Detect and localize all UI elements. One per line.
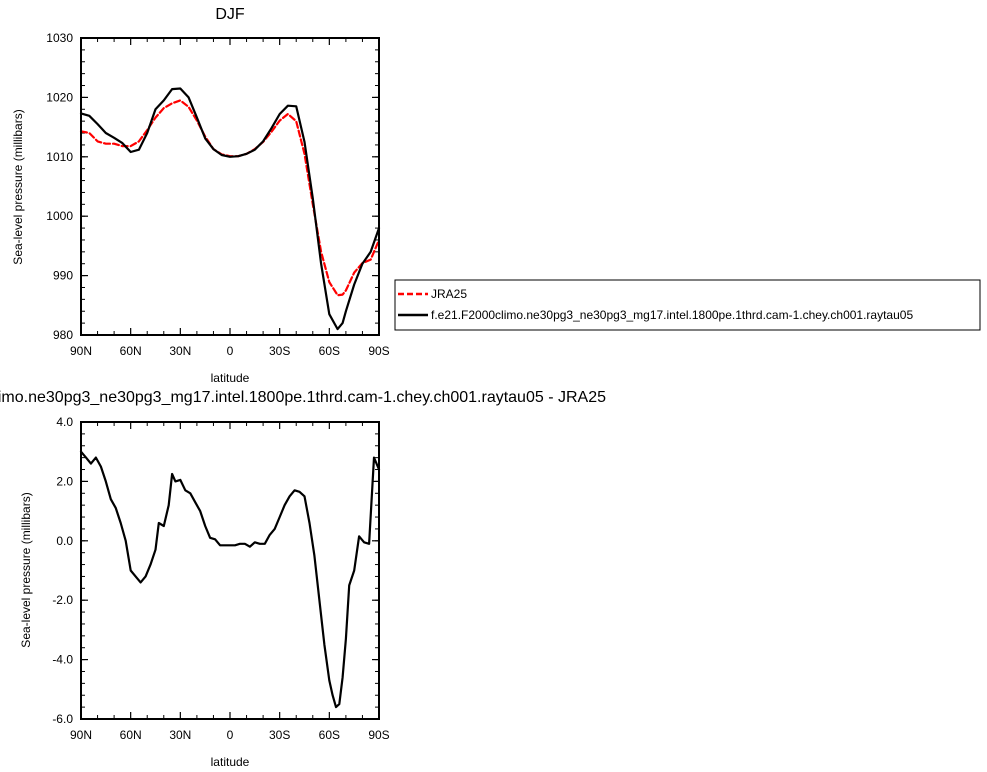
top-x-tick-label: 60N [120,344,142,358]
legend: JRA25 f.e21.F2000climo.ne30pg3_ne30pg3_m… [394,279,981,331]
top-y-tick-label: 1010 [46,150,73,164]
top-y-tick-label: 980 [53,328,73,342]
bottom-chart: f.e21.F2000climo.ne30pg3_ne30pg3_mg17.in… [0,389,606,769]
top-x-axis-label: latitude [211,371,250,385]
bottom-y-tick-label: -6.0 [52,712,73,726]
top-y-tick-label: 1000 [46,209,73,223]
bottom-y-tick-label: -4.0 [52,653,73,667]
bottom-series-line-a [79,450,381,709]
bottom-x-tick-label: 60N [120,728,142,742]
bottom-axes: 90N 60N 30N 0 30S 60S 90S -6.0 -4.0 -2.0 0.0 2.0 4.0 [52,415,389,742]
legend-label-jra25: JRA25 [431,287,467,301]
bottom-y-tick-label: 0.0 [56,534,73,548]
top-chart-title: DJF [215,6,245,23]
bottom-x-axis-label: latitude [211,755,250,769]
bottom-x-tick-label: 60S [319,728,340,742]
top-x-tick-label: 60S [319,344,340,358]
top-y-tick-label: 1030 [46,31,73,45]
legend-box [394,279,981,331]
bottom-x-tick-label: 90N [70,728,92,742]
top-series-group [79,87,381,331]
top-plot-frame [80,37,380,336]
top-x-tick-label: 30S [269,344,290,358]
bottom-y-tick-label: -2.0 [52,593,73,607]
top-x-tick-label: 0 [227,344,234,358]
bottom-chart-title: f.e21.F2000climo.ne30pg3_ne30pg3_mg17.in… [0,389,606,406]
top-series-line-a [79,99,381,297]
top-y-tick-label: 1020 [46,90,73,104]
top-y-tick-label: 990 [53,269,73,283]
bottom-x-tick-label: 0 [227,728,234,742]
top-x-tick-label: 90S [368,344,389,358]
bottom-plot-frame [80,421,380,720]
top-series-line-b [79,87,381,331]
top-chart: DJF 90N 60N 30N 0 30S 60S 90S 980 990 1000 1010 102… [11,6,390,385]
top-axes: 90N 60N 30N 0 30S 60S 90S 980 990 1000 1010 1020 103… [46,31,389,358]
legend-label-model: f.e21.F2000climo.ne30pg3_ne30pg3_mg17.in… [431,308,913,322]
bottom-x-tick-label: 90S [368,728,389,742]
top-x-tick-label: 90N [70,344,92,358]
bottom-y-tick-label: 4.0 [56,415,73,429]
top-x-tick-label: 30N [169,344,191,358]
bottom-series-group [79,450,381,709]
bottom-y-axis-label: Sea-level pressure (millibars) [19,492,33,647]
bottom-y-tick-label: 2.0 [56,474,73,488]
top-y-axis-label: Sea-level pressure (millibars) [11,109,25,264]
bottom-x-tick-label: 30N [169,728,191,742]
bottom-x-tick-label: 30S [269,728,290,742]
